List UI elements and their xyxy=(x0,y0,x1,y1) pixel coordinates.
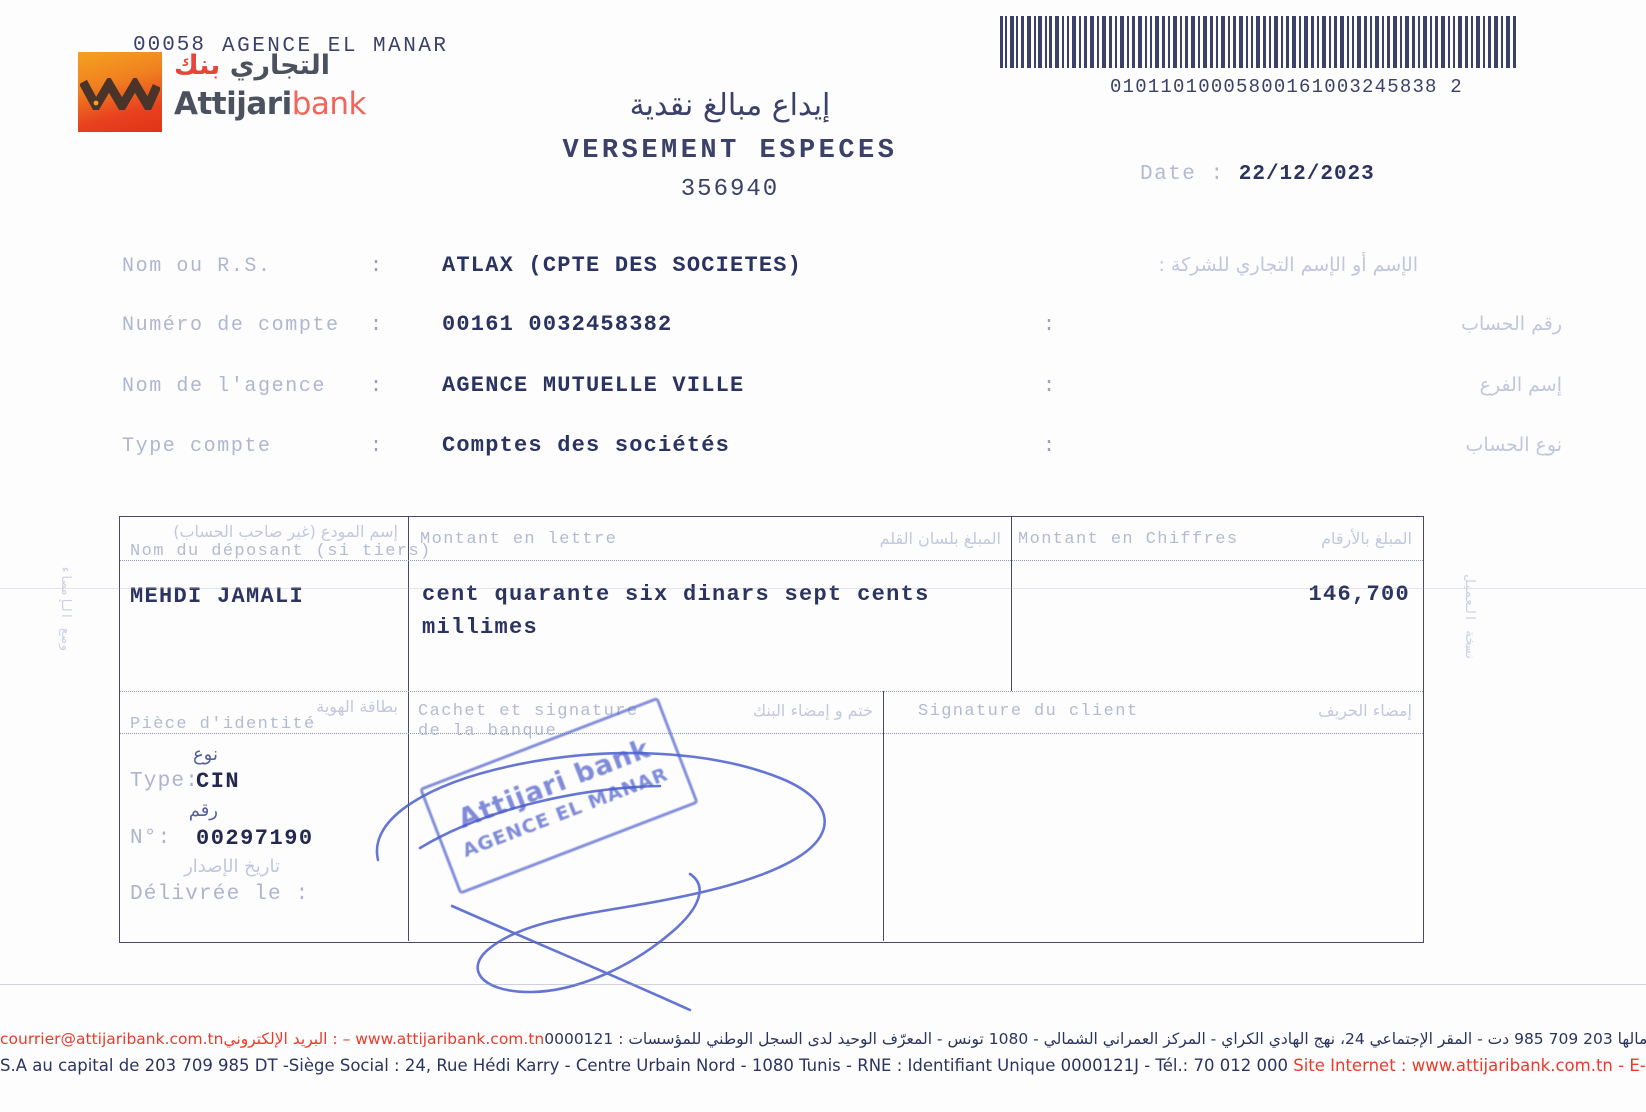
field-arcolon-account-type: : xyxy=(1043,435,1056,458)
table-rule-mid xyxy=(120,691,1423,693)
field-label-account-type: Type compte xyxy=(122,435,272,458)
paper-crease-upper xyxy=(0,588,1646,589)
field-value-agency-name: AGENCE MUTUELLE VILLE xyxy=(442,373,745,398)
field-value-account-type: Comptes des sociétés xyxy=(442,433,731,458)
table-rule-header xyxy=(120,560,1423,562)
date-value: 22/12/2023 xyxy=(1238,163,1375,186)
field-colon-name: : xyxy=(370,255,383,278)
amount-letters-line2: millimes xyxy=(422,615,539,640)
table-divider-3 xyxy=(408,691,409,941)
field-colon-account-type: : xyxy=(370,435,383,458)
barcode-digits: 01011010005800161003245838 2 xyxy=(1110,76,1463,98)
bank-signature-header-fr-1: Cachet et signature xyxy=(418,702,639,721)
footer-french-line: S.A au capital de 203 709 985 DT -Siège … xyxy=(0,1056,1646,1075)
table-divider-2 xyxy=(1011,517,1012,691)
side-text-left: وضع الإمضاء xyxy=(58,565,73,652)
field-label-ar-account-number: رقم الحساب xyxy=(1461,313,1562,335)
field-value-name: ATLAX (CPTE DES SOCIETES) xyxy=(442,253,803,278)
client-signature-header-fr: Signature du client xyxy=(918,702,1139,721)
amount-figures-value: 146,700 xyxy=(1308,582,1410,607)
logo-arabic-secondary: بنك xyxy=(174,50,221,81)
logo-square-icon xyxy=(78,52,162,132)
amount-figures-header-fr: Montant en Chiffres xyxy=(1018,530,1239,549)
main-table: إسم المودع (غير صاحب الحساب) Nom du dépo… xyxy=(119,516,1424,943)
identity-number-label: N°: xyxy=(130,827,172,850)
title-arabic: إيداع مبالغ نقدية xyxy=(629,88,831,123)
depositor-header-fr: Nom du déposant (si tiers) xyxy=(130,542,432,561)
date-row: Date : 22/12/2023 xyxy=(1140,163,1375,186)
table-rule-subheader xyxy=(120,733,1423,735)
depositor-header-ar: إسم المودع (غير صاحب الحساب) xyxy=(173,522,398,541)
barcode: 01011010005800161003245838 2 xyxy=(1000,16,1520,98)
logo-zigzag-icon xyxy=(80,78,160,110)
identity-type-value: CIN xyxy=(196,769,241,794)
field-label-ar-name: الإسم أو الإسم التجاري للشركة : xyxy=(1158,254,1418,276)
amount-figures-header-ar: المبلغ بالأرقام xyxy=(1321,529,1412,548)
identity-type-label: Type: xyxy=(130,770,200,793)
bank-signature-header-fr-2: de la banque xyxy=(418,722,558,741)
field-label-ar-agency-name: إسم الفرع xyxy=(1479,374,1562,396)
field-colon-account-number: : xyxy=(370,314,383,337)
field-arcolon-agency-name: : xyxy=(1043,375,1056,398)
title-french: VERSEMENT ESPECES xyxy=(562,136,898,166)
amount-letters-header-fr: Montant en lettre xyxy=(420,530,618,549)
identity-number-label-ar: رقم xyxy=(188,800,218,821)
table-divider-4 xyxy=(883,691,884,941)
field-label-ar-account-type: نوع الحساب xyxy=(1465,434,1562,456)
identity-header-fr: Pièce d'identité xyxy=(130,715,316,734)
date-label: Date : xyxy=(1140,163,1225,186)
field-label-account-number: Numéro de compte xyxy=(122,314,340,337)
field-arcolon-account-number: : xyxy=(1043,314,1056,337)
amount-letters-header-ar: المبلغ بلسان القلم xyxy=(879,529,1001,548)
field-colon-agency-name: : xyxy=(370,375,383,398)
identity-type-label-ar: نوع xyxy=(192,744,218,765)
table-divider-1 xyxy=(408,517,409,691)
logo-arabic-primary: التجاري xyxy=(229,50,331,81)
client-signature-header-ar: إمضاء الحريف xyxy=(1318,701,1412,720)
field-label-agency-name: Nom de l'agence xyxy=(122,375,327,398)
amount-letters-line1: cent quarante six dinars sept cents xyxy=(422,582,930,607)
footer-site-value-ar: www.attijaribank.com.tn xyxy=(355,1030,545,1048)
logo-arabic-wordmark: التجاري بنك xyxy=(174,50,330,81)
bank-signature-header-ar: ختم و إمضاء البنك xyxy=(752,701,873,720)
field-value-account-number: 00161 0032458382 xyxy=(442,312,673,337)
paper-crease-lower xyxy=(0,984,1646,985)
logo-latin-secondary: bank xyxy=(291,86,367,122)
agency-code: 00058 xyxy=(133,34,207,57)
depositor-value: MEHDI JAMALI xyxy=(130,584,305,609)
footer-arabic-line: courrier@attijaribank.com.tnالبريد الإلك… xyxy=(0,1030,1646,1048)
footer-email-value-ar: courrier@attijaribank.com.tn xyxy=(0,1030,224,1048)
footer-french-site: Site Internet : www.attijaribank.com.tn … xyxy=(1293,1056,1646,1075)
logo-latin-primary: Attijari xyxy=(174,86,292,122)
slip-number: 356940 xyxy=(680,176,780,203)
agency-name: AGENCE EL MANAR xyxy=(222,35,449,58)
identity-header-ar: بطاقة الهوية xyxy=(316,697,398,716)
identity-issued-label-ar: تاريخ الإصدار xyxy=(184,856,280,877)
barcode-bars-icon xyxy=(1000,16,1516,68)
identity-number-value: 00297190 xyxy=(196,826,314,851)
logo-latin-wordmark: Attijaribank xyxy=(174,86,367,122)
side-text-right: نسخة العميل xyxy=(1462,575,1477,662)
identity-issued-label: Délivrée le : xyxy=(130,883,310,906)
footer-email-label-ar: البريد الإلكتروني : xyxy=(223,1030,338,1048)
attijari-bank-logo: التجاري بنك Attijaribank xyxy=(78,50,408,134)
footer-arabic-main: ش.خ.إ. رأس مالها 203 709 985 دت - المقر … xyxy=(544,1030,1646,1048)
footer-french-main: S.A au capital de 203 709 985 DT -Siège … xyxy=(0,1056,1288,1075)
field-label-name: Nom ou R.S. xyxy=(122,255,272,278)
